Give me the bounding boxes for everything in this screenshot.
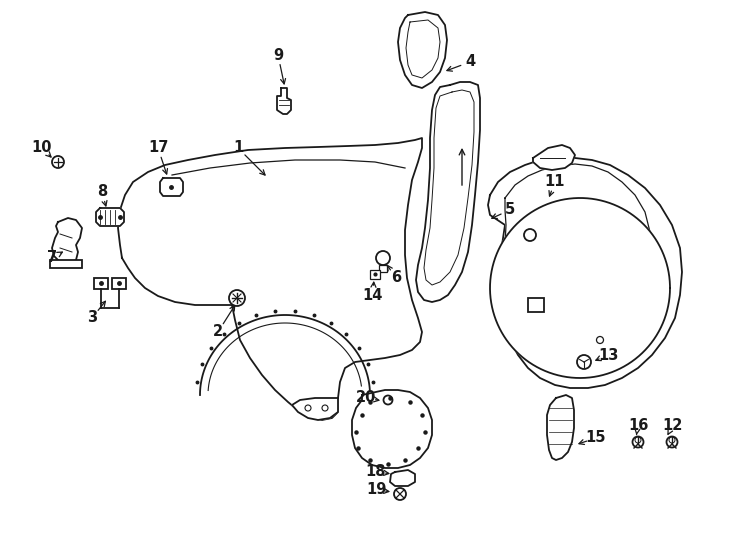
Bar: [370, 270, 380, 279]
Polygon shape: [292, 398, 338, 420]
Text: 19: 19: [366, 483, 386, 497]
Text: 9: 9: [273, 48, 283, 63]
Polygon shape: [390, 470, 415, 486]
Polygon shape: [504, 164, 652, 358]
Polygon shape: [277, 88, 291, 114]
Polygon shape: [547, 395, 574, 460]
Polygon shape: [352, 390, 432, 468]
Circle shape: [394, 488, 406, 500]
Text: 3: 3: [87, 310, 97, 326]
Circle shape: [52, 156, 64, 168]
Circle shape: [633, 436, 644, 448]
Polygon shape: [490, 198, 670, 378]
Circle shape: [376, 251, 390, 265]
Circle shape: [524, 229, 536, 241]
Text: 18: 18: [366, 464, 386, 480]
Text: 8: 8: [97, 185, 107, 199]
Polygon shape: [416, 82, 480, 302]
Text: 4: 4: [465, 55, 475, 70]
Polygon shape: [96, 208, 124, 226]
Text: 7: 7: [47, 251, 57, 266]
Text: 12: 12: [663, 417, 683, 433]
Text: 16: 16: [628, 417, 648, 433]
Text: 14: 14: [363, 287, 383, 302]
Text: 11: 11: [545, 174, 565, 190]
Text: 20: 20: [356, 390, 377, 406]
Text: 13: 13: [597, 348, 618, 362]
Text: 10: 10: [32, 140, 52, 156]
Circle shape: [229, 290, 245, 306]
Polygon shape: [488, 158, 682, 388]
Polygon shape: [160, 178, 183, 196]
Text: 17: 17: [148, 140, 168, 156]
Text: 1: 1: [233, 140, 243, 156]
Circle shape: [383, 395, 393, 404]
Circle shape: [577, 355, 591, 369]
Bar: [379, 265, 387, 272]
Text: 6: 6: [391, 271, 401, 286]
Bar: [50, 260, 82, 268]
Text: 15: 15: [586, 430, 606, 445]
Polygon shape: [52, 218, 82, 264]
Polygon shape: [398, 12, 447, 88]
Bar: [528, 298, 544, 312]
Bar: [112, 278, 126, 289]
Polygon shape: [533, 145, 575, 170]
Bar: [94, 278, 108, 289]
Text: 5: 5: [505, 202, 515, 218]
Polygon shape: [118, 138, 422, 420]
Circle shape: [666, 436, 677, 448]
Text: 2: 2: [213, 325, 223, 340]
